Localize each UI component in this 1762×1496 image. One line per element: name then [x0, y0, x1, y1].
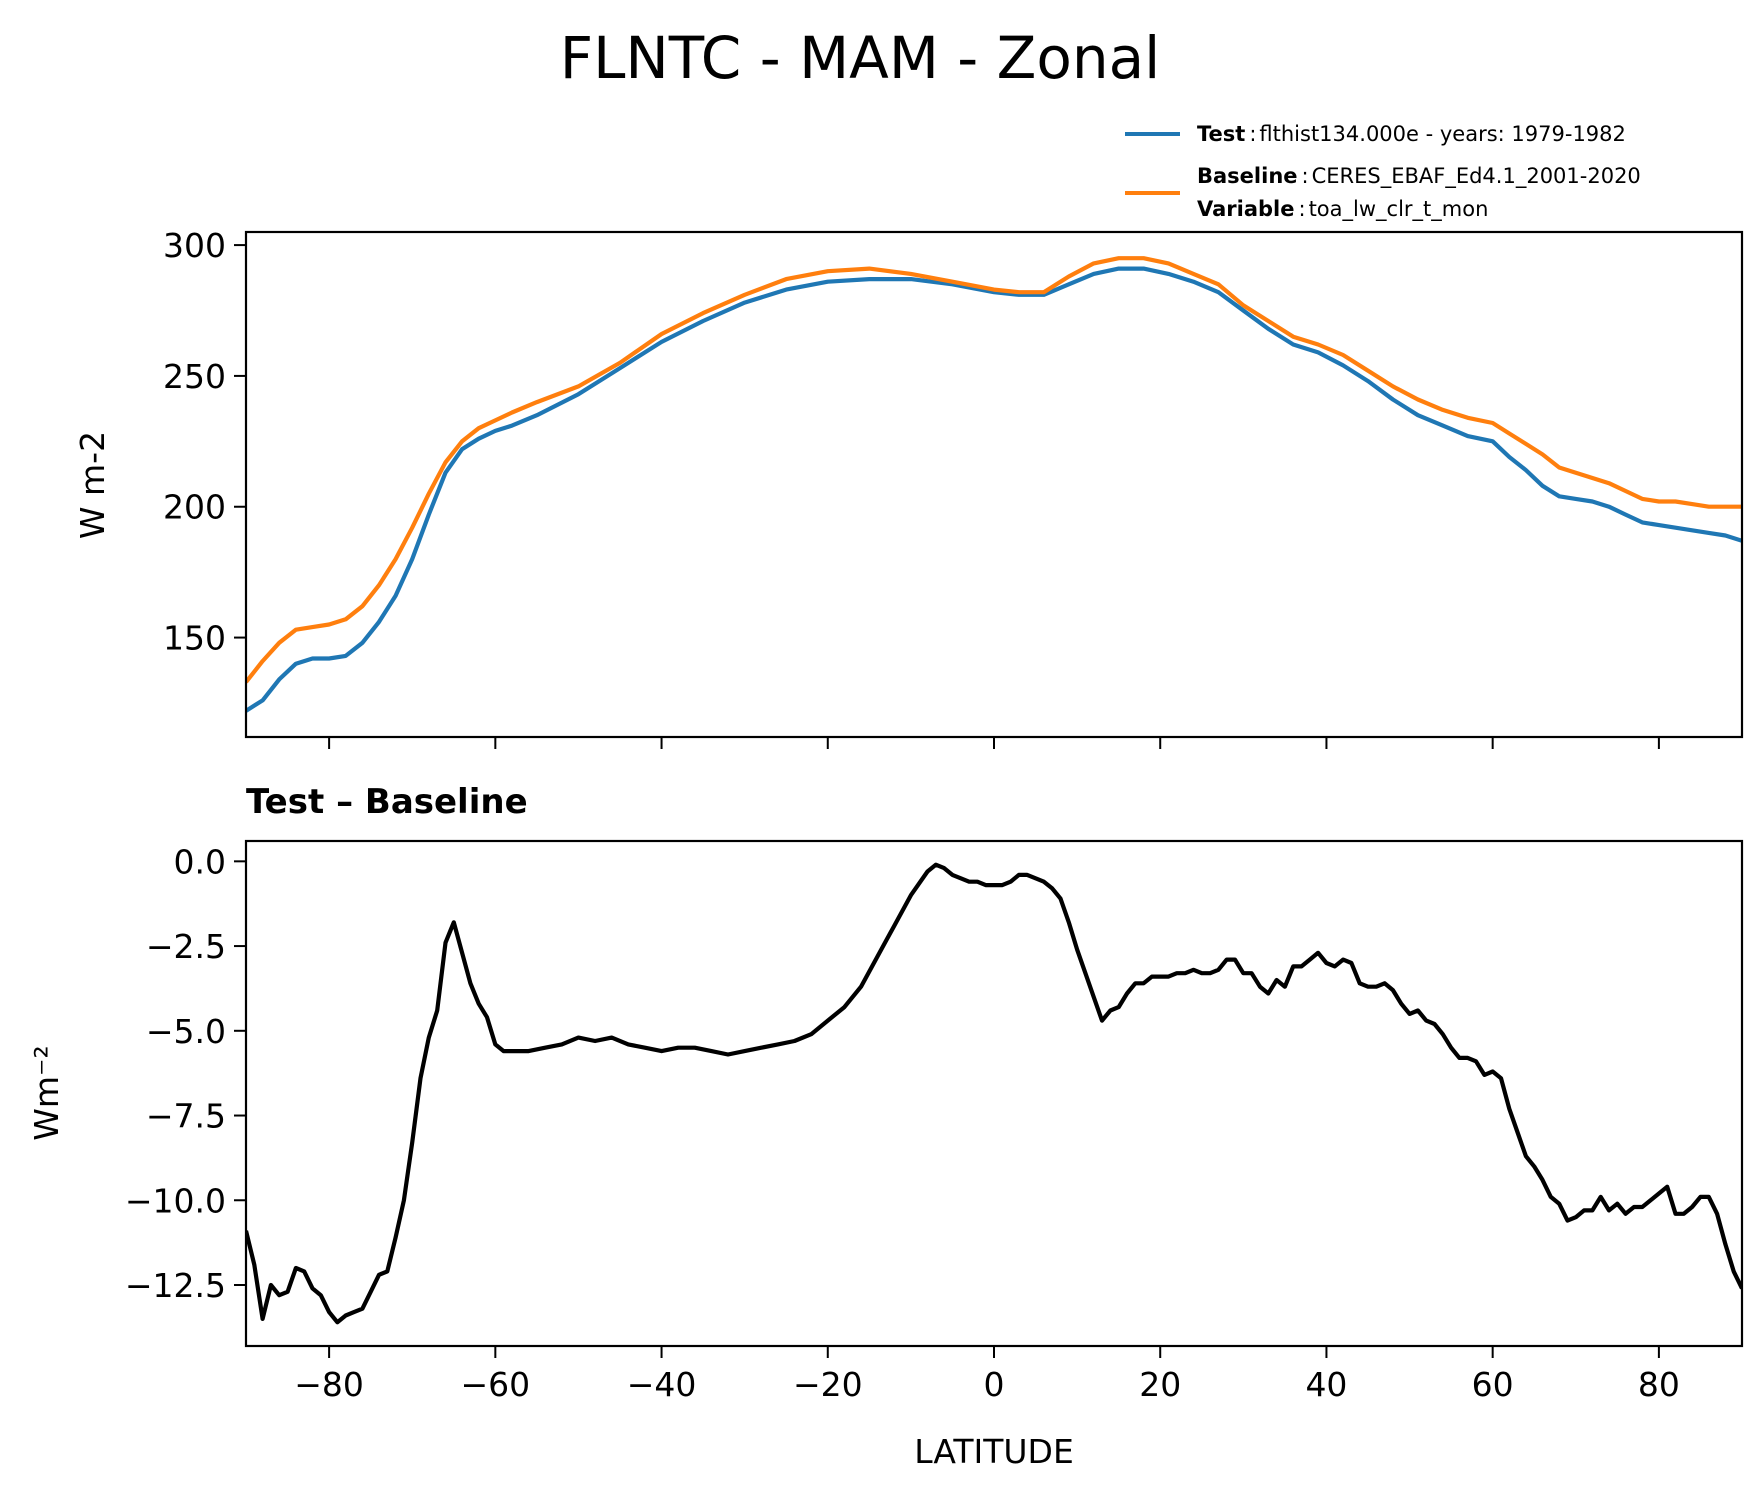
bottom-y-tick-label: −7.5 [146, 1097, 226, 1136]
bottom-panel-title: Test – Baseline [246, 782, 528, 822]
legend: Test: flthist134.000e - years: 1979-1982 … [1125, 122, 1641, 222]
bottom-y-tick-label: −5.0 [146, 1012, 226, 1051]
bottom-x-tick-label: 60 [1472, 1365, 1514, 1404]
bottom-x-tick-label: −80 [294, 1365, 364, 1404]
bottom-x-tick-label: −20 [793, 1365, 863, 1404]
bottom-x-tick-label: 0 [984, 1365, 1005, 1404]
legend-baseline-value: CERES_EBAF_Ed4.1_2001-2020 [1312, 164, 1641, 189]
figure-title: FLNTC - MAM - Zonal [560, 24, 1161, 92]
legend-test-sep: : [1249, 122, 1256, 146]
bottom-x-tick-label: −40 [627, 1365, 697, 1404]
bottom-series-group [246, 862, 1742, 1325]
bottom-series-line-0 [246, 862, 1742, 1325]
svg-text:Test:flthist134.000e - years:: Test: flthist134.000e - years: 1979-1982 [1197, 122, 1626, 146]
bottom-y-tick-label: 0.0 [174, 842, 226, 881]
bottom-x-tick-label: 20 [1139, 1365, 1181, 1404]
legend-test-value: flthist134.000e - years: 1979-1982 [1259, 122, 1625, 146]
top-series-line-0 [246, 266, 1742, 713]
legend-variable-sep: : [1298, 197, 1305, 221]
top-y-tick-label: 200 [163, 488, 226, 527]
x-axis-label: LATITUDE [914, 1432, 1074, 1471]
top-y-axis-label: W m-2 [73, 431, 112, 539]
bottom-y-tick-label: −2.5 [146, 927, 226, 966]
bottom-y-axis-label: Wm⁻² [27, 1045, 66, 1140]
legend-baseline-sep: : [1302, 164, 1309, 188]
legend-test-key: Test [1197, 122, 1245, 146]
top-series-line-1 [246, 256, 1742, 684]
top-y-ticks: 150 200 250 300 [163, 226, 246, 658]
top-y-tick-label: 300 [163, 226, 226, 265]
top-y-tick-label: 150 [163, 619, 226, 658]
bottom-x-ticks: −80 −60 −40 −20 0 20 40 60 80 [294, 1346, 1680, 1404]
svg-text:Baseline:CERES_EBAF_Ed4.1_2001: Baseline: CERES_EBAF_Ed4.1_2001-2020 [1197, 164, 1641, 189]
bottom-y-tick-label: −12.5 [125, 1266, 226, 1305]
bottom-panel: Test – Baseline −80 −60 −40 −20 0 20 40 60 80 −1… [27, 782, 1744, 1471]
legend-baseline-key: Baseline [1197, 164, 1298, 188]
legend-variable-value: toa_lw_clr_t_mon [1309, 197, 1489, 222]
svg-text:Variable:toa_lw_clr_t_mon: Variable: toa_lw_clr_t_mon [1197, 197, 1488, 222]
top-y-tick-label: 250 [163, 357, 226, 396]
bottom-x-tick-label: 40 [1305, 1365, 1347, 1404]
bottom-x-tick-label: 80 [1638, 1365, 1680, 1404]
top-x-ticks [328, 737, 1660, 749]
bottom-y-ticks: −12.5 −10.0 −7.5 −5.0 −2.5 0.0 [125, 842, 246, 1305]
legend-variable-key: Variable [1197, 197, 1294, 221]
bottom-x-tick-label: −60 [461, 1365, 531, 1404]
top-series-group [246, 256, 1742, 713]
bottom-y-tick-label: −10.0 [125, 1181, 226, 1220]
top-panel: 150 200 250 300 W m-2 [73, 226, 1744, 749]
